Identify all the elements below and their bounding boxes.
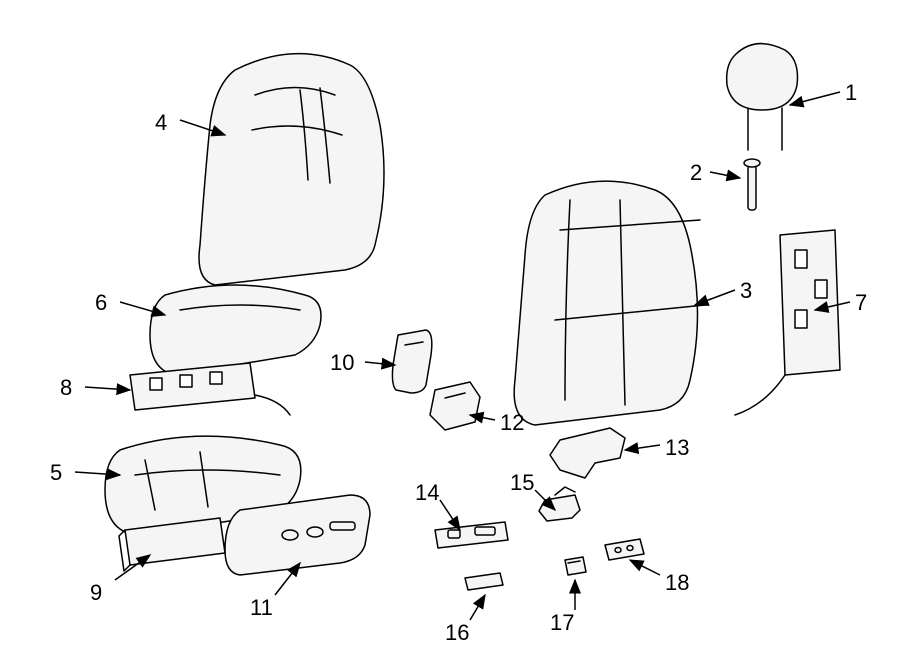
part-seat-bottom-cover: [150, 285, 321, 375]
part-memory-switch: [605, 539, 644, 560]
part-switch-knob: [465, 573, 503, 590]
part-inner-cover: [392, 330, 431, 393]
part-seat-back-heater: [735, 230, 840, 415]
callout-label-14: 14: [415, 480, 439, 506]
part-seat-switch: [435, 522, 508, 548]
callout-label-2: 2: [690, 160, 702, 186]
callout-arrow-5: [75, 472, 120, 475]
callout-label-8: 8: [60, 375, 72, 401]
callout-arrow-8: [85, 387, 130, 390]
part-headrest-guide: [744, 159, 760, 210]
callout-label-10: 10: [330, 350, 354, 376]
callout-arrow-1: [790, 92, 840, 105]
callout-arrow-14: [440, 500, 460, 530]
part-seat-back-cover: [514, 181, 705, 425]
callout-label-18: 18: [665, 570, 689, 596]
callout-label-3: 3: [740, 278, 752, 304]
callout-label-1: 1: [845, 80, 857, 106]
part-outer-bracket: [550, 428, 625, 478]
callout-arrow-18: [630, 560, 660, 575]
diagram-canvas: 123456789101112131415161718: [0, 0, 900, 661]
callout-label-4: 4: [155, 110, 167, 136]
callout-label-9: 9: [90, 580, 102, 606]
part-headrest: [727, 44, 798, 150]
callout-arrow-11: [275, 563, 300, 595]
callout-label-5: 5: [50, 460, 62, 486]
callout-arrow-2: [710, 172, 740, 178]
callout-label-11: 11: [250, 595, 273, 621]
callout-arrow-6: [120, 302, 165, 315]
callout-arrow-16: [470, 595, 485, 620]
callout-label-7: 7: [855, 290, 867, 316]
part-seat-cushion-heater: [130, 363, 290, 415]
part-seat-side-panel: [225, 495, 370, 575]
callout-arrow-7: [815, 302, 850, 310]
callout-label-6: 6: [95, 290, 107, 316]
callout-label-12: 12: [500, 410, 524, 436]
callout-label-16: 16: [445, 620, 469, 646]
callout-label-15: 15: [510, 470, 534, 496]
diagram-svg: [0, 0, 900, 661]
callout-arrow-9: [115, 555, 150, 580]
part-seat-front-trim: [119, 518, 225, 571]
callout-arrow-13: [625, 445, 660, 450]
callout-arrow-10: [365, 362, 395, 365]
part-inner-bracket: [430, 382, 480, 430]
part-seat-back-cushion: [199, 54, 384, 285]
callout-arrow-12: [470, 415, 495, 420]
part-lumbar-switch: [539, 487, 580, 521]
callout-arrow-4: [180, 120, 225, 135]
part-seat-bottom-cushion: [105, 436, 301, 535]
part-switch-knob-small: [565, 557, 586, 575]
callout-label-13: 13: [665, 435, 689, 461]
callout-arrow-3: [695, 290, 735, 305]
callout-label-17: 17: [550, 610, 574, 636]
callout-arrow-15: [535, 490, 555, 510]
